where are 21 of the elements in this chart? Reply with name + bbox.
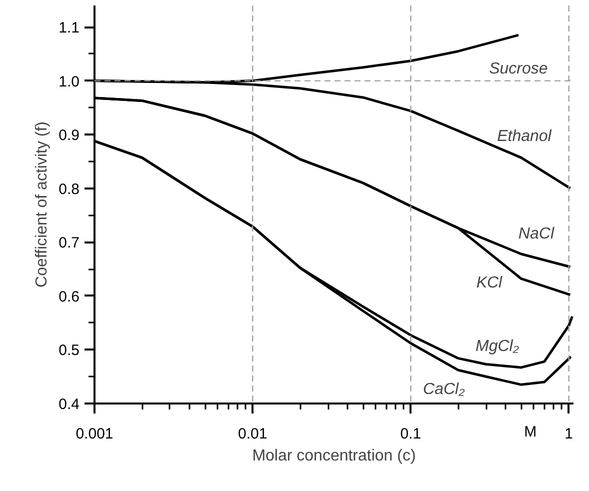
x-tick-label: 0.01 [238,426,268,442]
y-axis-title: Coefficient of activity (f) [34,122,51,288]
y-tick-label: 1.1 [58,20,80,37]
series-label: MgCl₂ [475,338,519,355]
text: M [524,424,537,440]
x-tick-label: 0.001 [76,426,114,442]
y-tick-label: 0.6 [58,288,80,306]
y-tick-label: 1.0 [58,73,80,90]
y-tick-label: 0.9 [58,127,80,144]
series-label: NaCl [518,225,554,242]
y-tick-label: 0.7 [58,234,80,252]
series-label: KCl [476,274,503,292]
y-tick-label: 0.4 [58,396,80,413]
series-label: CaCl₂ [423,381,465,398]
y-tick-label: 0.8 [58,180,80,198]
x-tick-label: 1 [564,426,574,442]
x-tick-label: 0.1 [400,426,422,442]
series-label: Ethanol [497,128,552,145]
x-axis-title: Molar concentration (c) [252,448,416,464]
series-label: Sucrose [489,60,548,78]
y-tick-label: 0.5 [58,342,80,360]
